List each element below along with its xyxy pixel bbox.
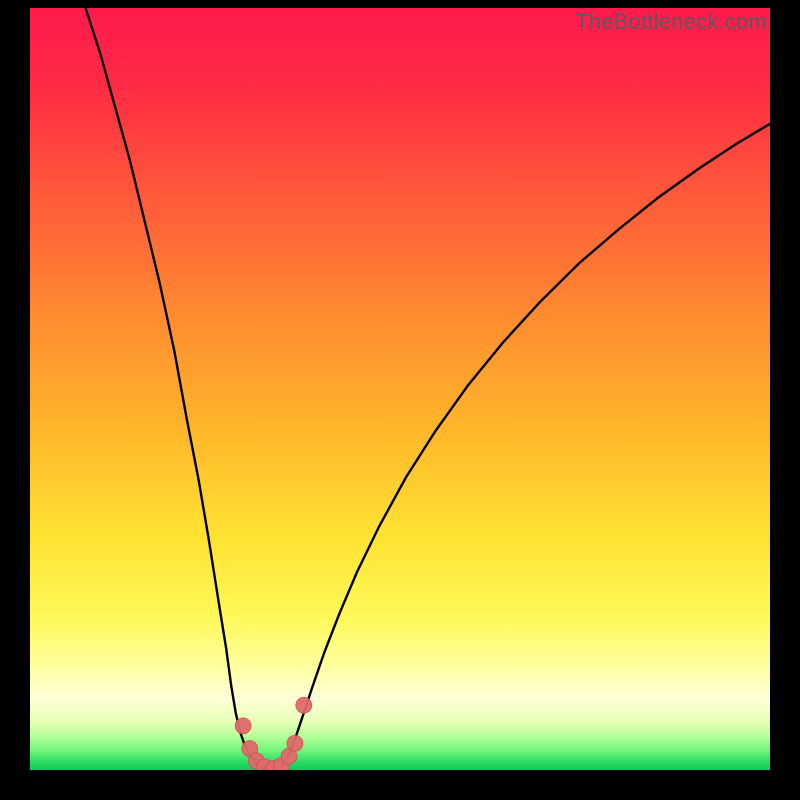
data-marker bbox=[296, 697, 312, 713]
data-marker bbox=[287, 735, 303, 751]
data-marker bbox=[235, 718, 251, 734]
watermark-text: TheBottleneck.com bbox=[575, 9, 767, 35]
frame-border-top bbox=[0, 0, 800, 8]
chart-root: TheBottleneck.com bbox=[0, 0, 800, 800]
frame-border-bottom bbox=[0, 770, 800, 800]
frame-border-right bbox=[770, 0, 800, 800]
plot-area bbox=[30, 8, 770, 770]
marker-layer bbox=[30, 8, 770, 770]
frame-border-left bbox=[0, 0, 30, 800]
